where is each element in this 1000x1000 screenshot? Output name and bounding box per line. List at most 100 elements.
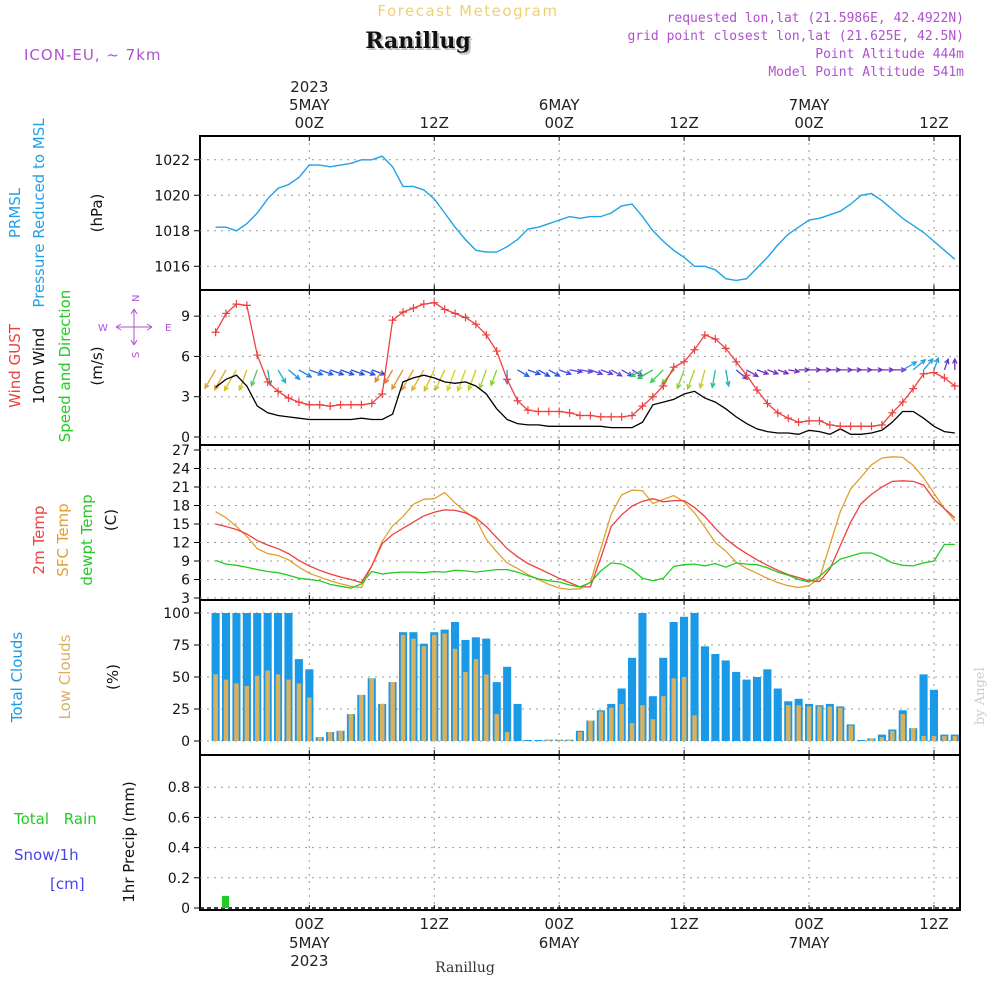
gust-line <box>215 302 956 427</box>
gust-marker <box>596 412 605 421</box>
wind-arrow <box>819 367 833 373</box>
gust-marker <box>742 371 751 380</box>
low-cloud-bar <box>473 659 479 741</box>
wind-arrow <box>798 367 811 373</box>
location-title-front: Ranillug <box>365 28 471 54</box>
dewpt-line <box>215 543 955 589</box>
total-cloud-bar <box>648 696 657 741</box>
gust-marker <box>752 386 761 394</box>
compass-n: N <box>131 295 142 302</box>
top-tick-label: 12Z <box>669 114 698 132</box>
wind-arrow <box>871 367 884 373</box>
gust-marker <box>409 304 418 313</box>
gust-marker <box>815 416 824 425</box>
credit: by Angel <box>973 667 988 725</box>
gust-marker <box>909 384 918 393</box>
low-clouds-label: Low Clouds <box>56 634 74 719</box>
top-tick-label: 12Z <box>919 114 948 132</box>
low-cloud-bar <box>827 706 833 741</box>
compass-rose: W E N S <box>98 295 171 358</box>
location-title: Ranillug <box>367 30 473 56</box>
gust-marker <box>690 345 699 354</box>
wind-arrow <box>446 369 456 392</box>
gust-marker <box>305 400 314 409</box>
wind-arrow <box>923 357 934 371</box>
y-tick-label: 9 <box>181 554 190 570</box>
y-tick-label: 3 <box>181 591 190 607</box>
wind-arrow <box>861 367 874 373</box>
gust-marker <box>669 363 678 372</box>
wind-arrow <box>558 369 573 376</box>
panel-pressure: 1016 1018 1020 1022 PRMSL Pressure Reduced to… <box>6 118 961 308</box>
gust-marker <box>315 400 324 409</box>
model-altitude: Model Point Altitude 541m <box>768 65 964 80</box>
compass-arrows <box>115 308 153 346</box>
wind-arrow <box>881 367 895 373</box>
gust-marker <box>242 301 251 310</box>
wind-arrow <box>548 369 561 377</box>
top-tick-label: 12Z <box>420 114 449 132</box>
y-tick-label: 3 <box>181 390 190 406</box>
wind-arrow <box>538 369 551 377</box>
gust-marker <box>263 377 272 386</box>
panel-frame <box>199 754 961 911</box>
gust-marker <box>888 408 897 417</box>
gust-marker <box>534 407 543 416</box>
gust-marker <box>492 347 501 356</box>
pressure-series <box>215 155 956 282</box>
low-cloud-bar <box>275 674 281 741</box>
wind-unit: (m/s) <box>88 346 106 385</box>
gust-marker <box>565 408 574 417</box>
wind-arrow <box>735 369 749 381</box>
wind-arrow <box>411 369 425 392</box>
gust-marker <box>253 351 262 360</box>
gust-marker <box>825 420 834 429</box>
low-cloud-bar <box>255 675 260 741</box>
y-tick-label: 0 <box>181 430 190 446</box>
low-cloud-bar <box>619 703 624 741</box>
total-cloud-bar <box>773 688 782 741</box>
wind-arrow <box>204 369 217 390</box>
wind-arrow <box>610 369 624 377</box>
compass-s: S <box>131 352 142 358</box>
wind-arrow <box>809 367 823 373</box>
y-tick-label: 75 <box>172 638 190 654</box>
temp-unit: (C) <box>102 509 120 531</box>
total-cloud-bar <box>690 613 699 741</box>
wind-arrow <box>569 368 584 375</box>
gust-marker <box>388 316 397 325</box>
y-tick-label: 0.4 <box>168 841 190 857</box>
wind-arrow <box>517 369 531 378</box>
rain-legend: Total Rain <box>13 810 97 828</box>
gust-marker <box>284 394 293 403</box>
compass-e: E <box>165 323 171 334</box>
low-cloud-bar <box>432 634 437 741</box>
low-cloud-bar <box>671 678 676 741</box>
wind-arrow <box>579 368 594 375</box>
gust-marker <box>940 373 949 382</box>
low-cloud-bar <box>869 738 874 741</box>
gust-marker <box>628 411 637 420</box>
low-cloud-bar <box>609 707 614 741</box>
gust-marker <box>430 298 439 307</box>
wind-arrow <box>391 369 404 391</box>
total-cloud-bar <box>242 613 251 741</box>
wind-arrow <box>374 369 383 384</box>
low-cloud-bar <box>848 725 853 741</box>
wind-arrow <box>710 369 716 389</box>
gust-label: Wind GUST <box>6 323 24 408</box>
low-cloud-bar <box>223 679 229 741</box>
wind-arrow <box>361 369 377 376</box>
gust-marker <box>680 357 689 366</box>
wind-arrow <box>629 369 643 378</box>
low-cloud-bar <box>265 670 270 741</box>
y-tick-label: 0.6 <box>168 810 190 826</box>
low-cloud-bar <box>931 735 937 741</box>
total-cloud-bar <box>628 657 637 741</box>
y-tick-label: 0 <box>181 901 190 917</box>
gust-marker <box>867 422 876 431</box>
gust-marker <box>440 305 449 314</box>
low-cloud-bar <box>400 634 406 741</box>
wind-arrow <box>298 369 313 378</box>
gust-marker <box>232 300 241 309</box>
